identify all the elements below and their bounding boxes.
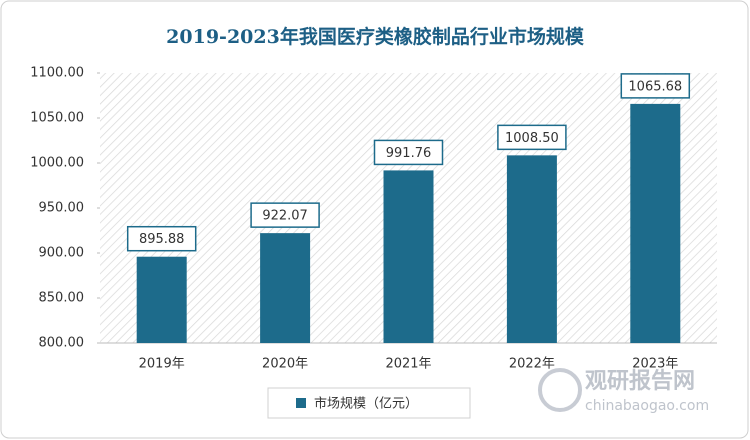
x-tick-label: 2021年 [385,357,431,372]
y-tick-label: 950.00 [39,201,85,216]
x-tick-label: 2022年 [509,357,555,372]
value-label-box [497,124,567,151]
value-label: 1065.68 [628,79,682,94]
y-tick-label: 1000.00 [30,156,84,171]
bar [136,256,187,343]
y-tick-label: 850.00 [39,291,85,306]
bar [506,155,557,343]
value-label-box [620,73,691,99]
watermark-logo [538,368,582,412]
bar [383,170,434,343]
value-label: 895.88 [139,232,185,247]
legend-label: 市场规模（亿元） [314,396,418,412]
bar [630,103,681,343]
x-tick-label: 2019年 [139,357,185,372]
value-label: 991.76 [386,146,432,161]
value-label: 1008.50 [505,131,559,146]
y-tick-label: 1050.00 [30,111,84,126]
y-tick-label: 800.00 [39,336,85,351]
value-label-box [373,139,444,166]
y-tick-label: 900.00 [39,246,85,261]
value-label: 922.07 [262,209,308,224]
legend-swatch [296,398,306,408]
watermark: 观研报告网 [585,369,695,394]
bar [260,233,311,343]
chart-title: 2019-2023年我国医疗类橡胶制品行业市场规模 [166,25,585,48]
watermark: chinabaogao.com [585,398,709,414]
x-tick-label: 2023年 [632,357,678,372]
value-label-box [250,202,320,228]
y-tick-label: 1100.00 [30,66,84,81]
value-label-box [126,225,197,252]
x-tick-label: 2020年 [262,357,308,372]
